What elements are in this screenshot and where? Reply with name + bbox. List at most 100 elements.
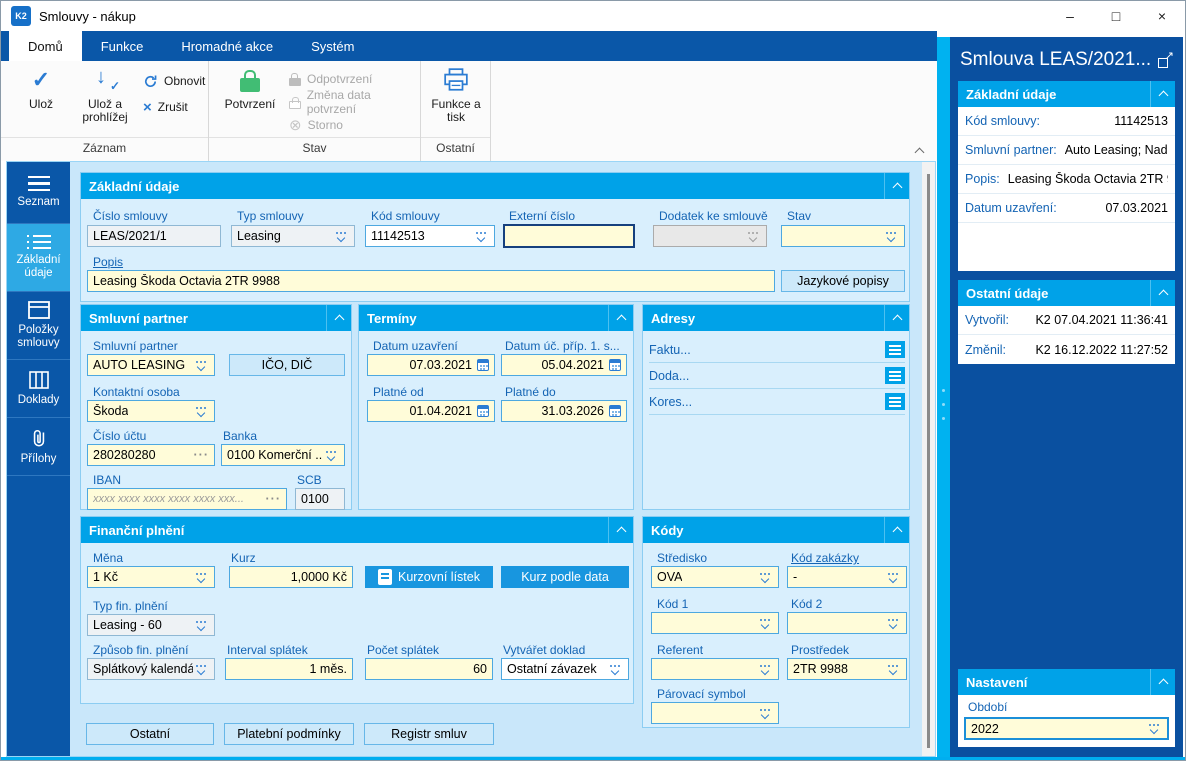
minimize-button[interactable]: – <box>1066 8 1074 24</box>
collapse-section-button[interactable] <box>326 305 345 331</box>
referent-select[interactable] <box>651 658 779 680</box>
paperclip-icon <box>31 428 47 448</box>
scrollbar-thumb[interactable] <box>927 174 930 748</box>
address-row-dodaci[interactable]: Doda... <box>649 363 905 389</box>
mena-label: Měna <box>93 551 124 565</box>
refresh-icon <box>143 74 158 89</box>
panel-section-ostatni-udaje: Ostatní údaje Vytvořil: K2 07.04.2021 11:… <box>958 280 1175 364</box>
kod2-select[interactable] <box>787 612 907 634</box>
panel-splitter[interactable] <box>937 37 950 757</box>
kod1-select[interactable] <box>651 612 779 634</box>
stav-label: Stav <box>787 209 812 223</box>
ico-dic-button[interactable]: IČO, DIČ <box>229 354 345 376</box>
dropdown-icon <box>193 360 209 371</box>
datum-uc-prip-field[interactable]: 05.04.2021 <box>501 354 627 376</box>
ostatni-button[interactable]: Ostatní <box>86 723 214 745</box>
tab-system[interactable]: Systém <box>311 38 355 54</box>
typ-smlouvy-select[interactable]: Leasing <box>231 225 355 247</box>
stav-select[interactable] <box>781 225 905 247</box>
confirm-button[interactable]: Potvrzení <box>217 65 283 111</box>
collapse-section-button[interactable] <box>1150 280 1169 306</box>
collapse-section-button[interactable] <box>884 517 903 543</box>
cislo-uctu-field[interactable]: 280280280 ··· <box>87 444 215 466</box>
typ-fin-select[interactable]: Leasing - 60 <box>87 614 215 636</box>
refresh-button[interactable]: Obnovit <box>143 71 205 91</box>
calendar-icon[interactable] <box>477 359 489 371</box>
address-row-fakturacni[interactable]: Faktu... <box>649 337 905 363</box>
calendar-icon[interactable] <box>609 359 621 371</box>
datum-uzavreni-field[interactable]: 07.03.2021 <box>367 354 495 376</box>
scb-field[interactable]: 0100 <box>295 488 345 510</box>
kurz-field[interactable]: 1,0000 Kč <box>229 566 353 588</box>
stredisko-select[interactable]: OVA <box>651 566 779 588</box>
address-row-korespondencni[interactable]: Kores... <box>649 389 905 415</box>
popis-label: Popis <box>93 255 124 269</box>
storno-button[interactable]: ⊗ Storno <box>289 117 343 134</box>
collapse-section-button[interactable] <box>884 173 903 199</box>
vertical-scrollbar[interactable] <box>922 162 935 756</box>
ellipsis-button[interactable]: ··· <box>265 492 281 506</box>
kod-zakazky-select[interactable]: - <box>787 566 907 588</box>
save-and-view-button[interactable]: ↓ ✓ Ulož a prohlížej <box>82 66 128 124</box>
iban-field[interactable]: xxxx xxxx xxxx xxxx xxxx xxx... ··· <box>87 488 287 510</box>
panel-section-nastaveni: Nastavení Období 2022 <box>958 669 1175 747</box>
right-summary-panel: Smlouva LEAS/2021... ↗ Základní údaje Kó… <box>950 37 1183 757</box>
tab-domu[interactable]: Domů <box>9 31 82 61</box>
summary-row: Popis:Leasing Škoda Octavia 2TR 9988 <box>958 165 1175 194</box>
sidebar-item-polozky-smlouvy[interactable]: Položky smlouvy <box>7 292 70 360</box>
printer-icon <box>443 65 469 95</box>
externi-cislo-field[interactable] <box>503 224 635 248</box>
cancel-button[interactable]: × Zrušit <box>143 98 188 116</box>
collapse-section-button[interactable] <box>1150 81 1169 107</box>
functions-print-button[interactable]: Funkce a tisk <box>427 65 485 124</box>
banka-select[interactable]: 0100 Komerční ... <box>221 444 345 466</box>
vytvaret-doklad-label: Vytvářet doklad <box>503 643 586 657</box>
cislo-smlouvy-field[interactable]: LEAS/2021/1 <box>87 225 221 247</box>
open-in-window-icon[interactable]: ↗ <box>1158 50 1174 68</box>
calendar-icon[interactable] <box>609 405 621 417</box>
vytvaret-doklad-select[interactable]: Ostatní závazek <box>501 658 629 680</box>
section-title: Adresy <box>651 310 696 326</box>
jazykove-popisy-button[interactable]: Jazykové popisy <box>781 270 905 292</box>
change-confirm-date-button[interactable]: Změna data potvrzení <box>289 88 420 116</box>
registr-smluv-button[interactable]: Registr smluv <box>364 723 494 745</box>
sidebar-item-prilohy[interactable]: Přílohy <box>7 418 70 476</box>
dodatek-select[interactable] <box>653 225 767 247</box>
collapse-section-button[interactable] <box>1150 669 1169 695</box>
platne-do-field[interactable]: 31.03.2026 <box>501 400 627 422</box>
mena-select[interactable]: 1 Kč <box>87 566 215 588</box>
collapse-section-button[interactable] <box>608 305 627 331</box>
dropdown-icon <box>193 406 209 417</box>
platne-od-field[interactable]: 01.04.2021 <box>367 400 495 422</box>
sidebar-item-seznam[interactable]: Seznam <box>7 162 70 224</box>
parovaci-symbol-select[interactable] <box>651 702 779 724</box>
address-menu-icon[interactable] <box>885 367 905 384</box>
obdobi-select[interactable]: 2022 <box>964 717 1169 740</box>
kurz-podle-data-button[interactable]: Kurz podle data <box>501 566 629 588</box>
sidebar-item-doklady[interactable]: Doklady <box>7 360 70 418</box>
zpusob-fin-select[interactable]: Splátkový kalendář <box>87 658 215 680</box>
interval-splatek-field[interactable]: 1 měs. <box>225 658 353 680</box>
collapse-section-button[interactable] <box>884 305 903 331</box>
collapse-ribbon-button[interactable] <box>914 143 925 161</box>
smluvni-partner-select[interactable]: AUTO LEASING <box>87 354 215 376</box>
unconfirm-button[interactable]: Odpotvrzení <box>289 69 372 89</box>
collapse-section-button[interactable] <box>608 517 627 543</box>
ellipsis-button[interactable]: ··· <box>193 448 209 462</box>
pocet-splatek-field[interactable]: 60 <box>365 658 493 680</box>
calendar-icon[interactable] <box>477 405 489 417</box>
tab-hromadne-akce[interactable]: Hromadné akce <box>181 38 274 54</box>
save-button[interactable]: ✓ Ulož <box>28 67 53 111</box>
popis-field[interactable]: Leasing Škoda Octavia 2TR 9988 <box>87 270 775 292</box>
kontaktni-osoba-select[interactable]: Škoda <box>87 400 215 422</box>
prostredek-select[interactable]: 2TR 9988 <box>787 658 907 680</box>
platebni-podminky-button[interactable]: Platební podmínky <box>224 723 354 745</box>
tab-funkce[interactable]: Funkce <box>100 38 144 54</box>
close-button[interactable]: × <box>1157 8 1167 24</box>
kurzovni-listek-button[interactable]: Kurzovní lístek <box>365 566 493 588</box>
maximize-button[interactable]: □ <box>1111 8 1121 24</box>
kod-smlouvy-select[interactable]: 11142513 <box>365 225 495 247</box>
sidebar-item-zakladni-udaje[interactable]: Základní údaje <box>7 224 70 292</box>
address-menu-icon[interactable] <box>885 393 905 410</box>
address-menu-icon[interactable] <box>885 341 905 358</box>
